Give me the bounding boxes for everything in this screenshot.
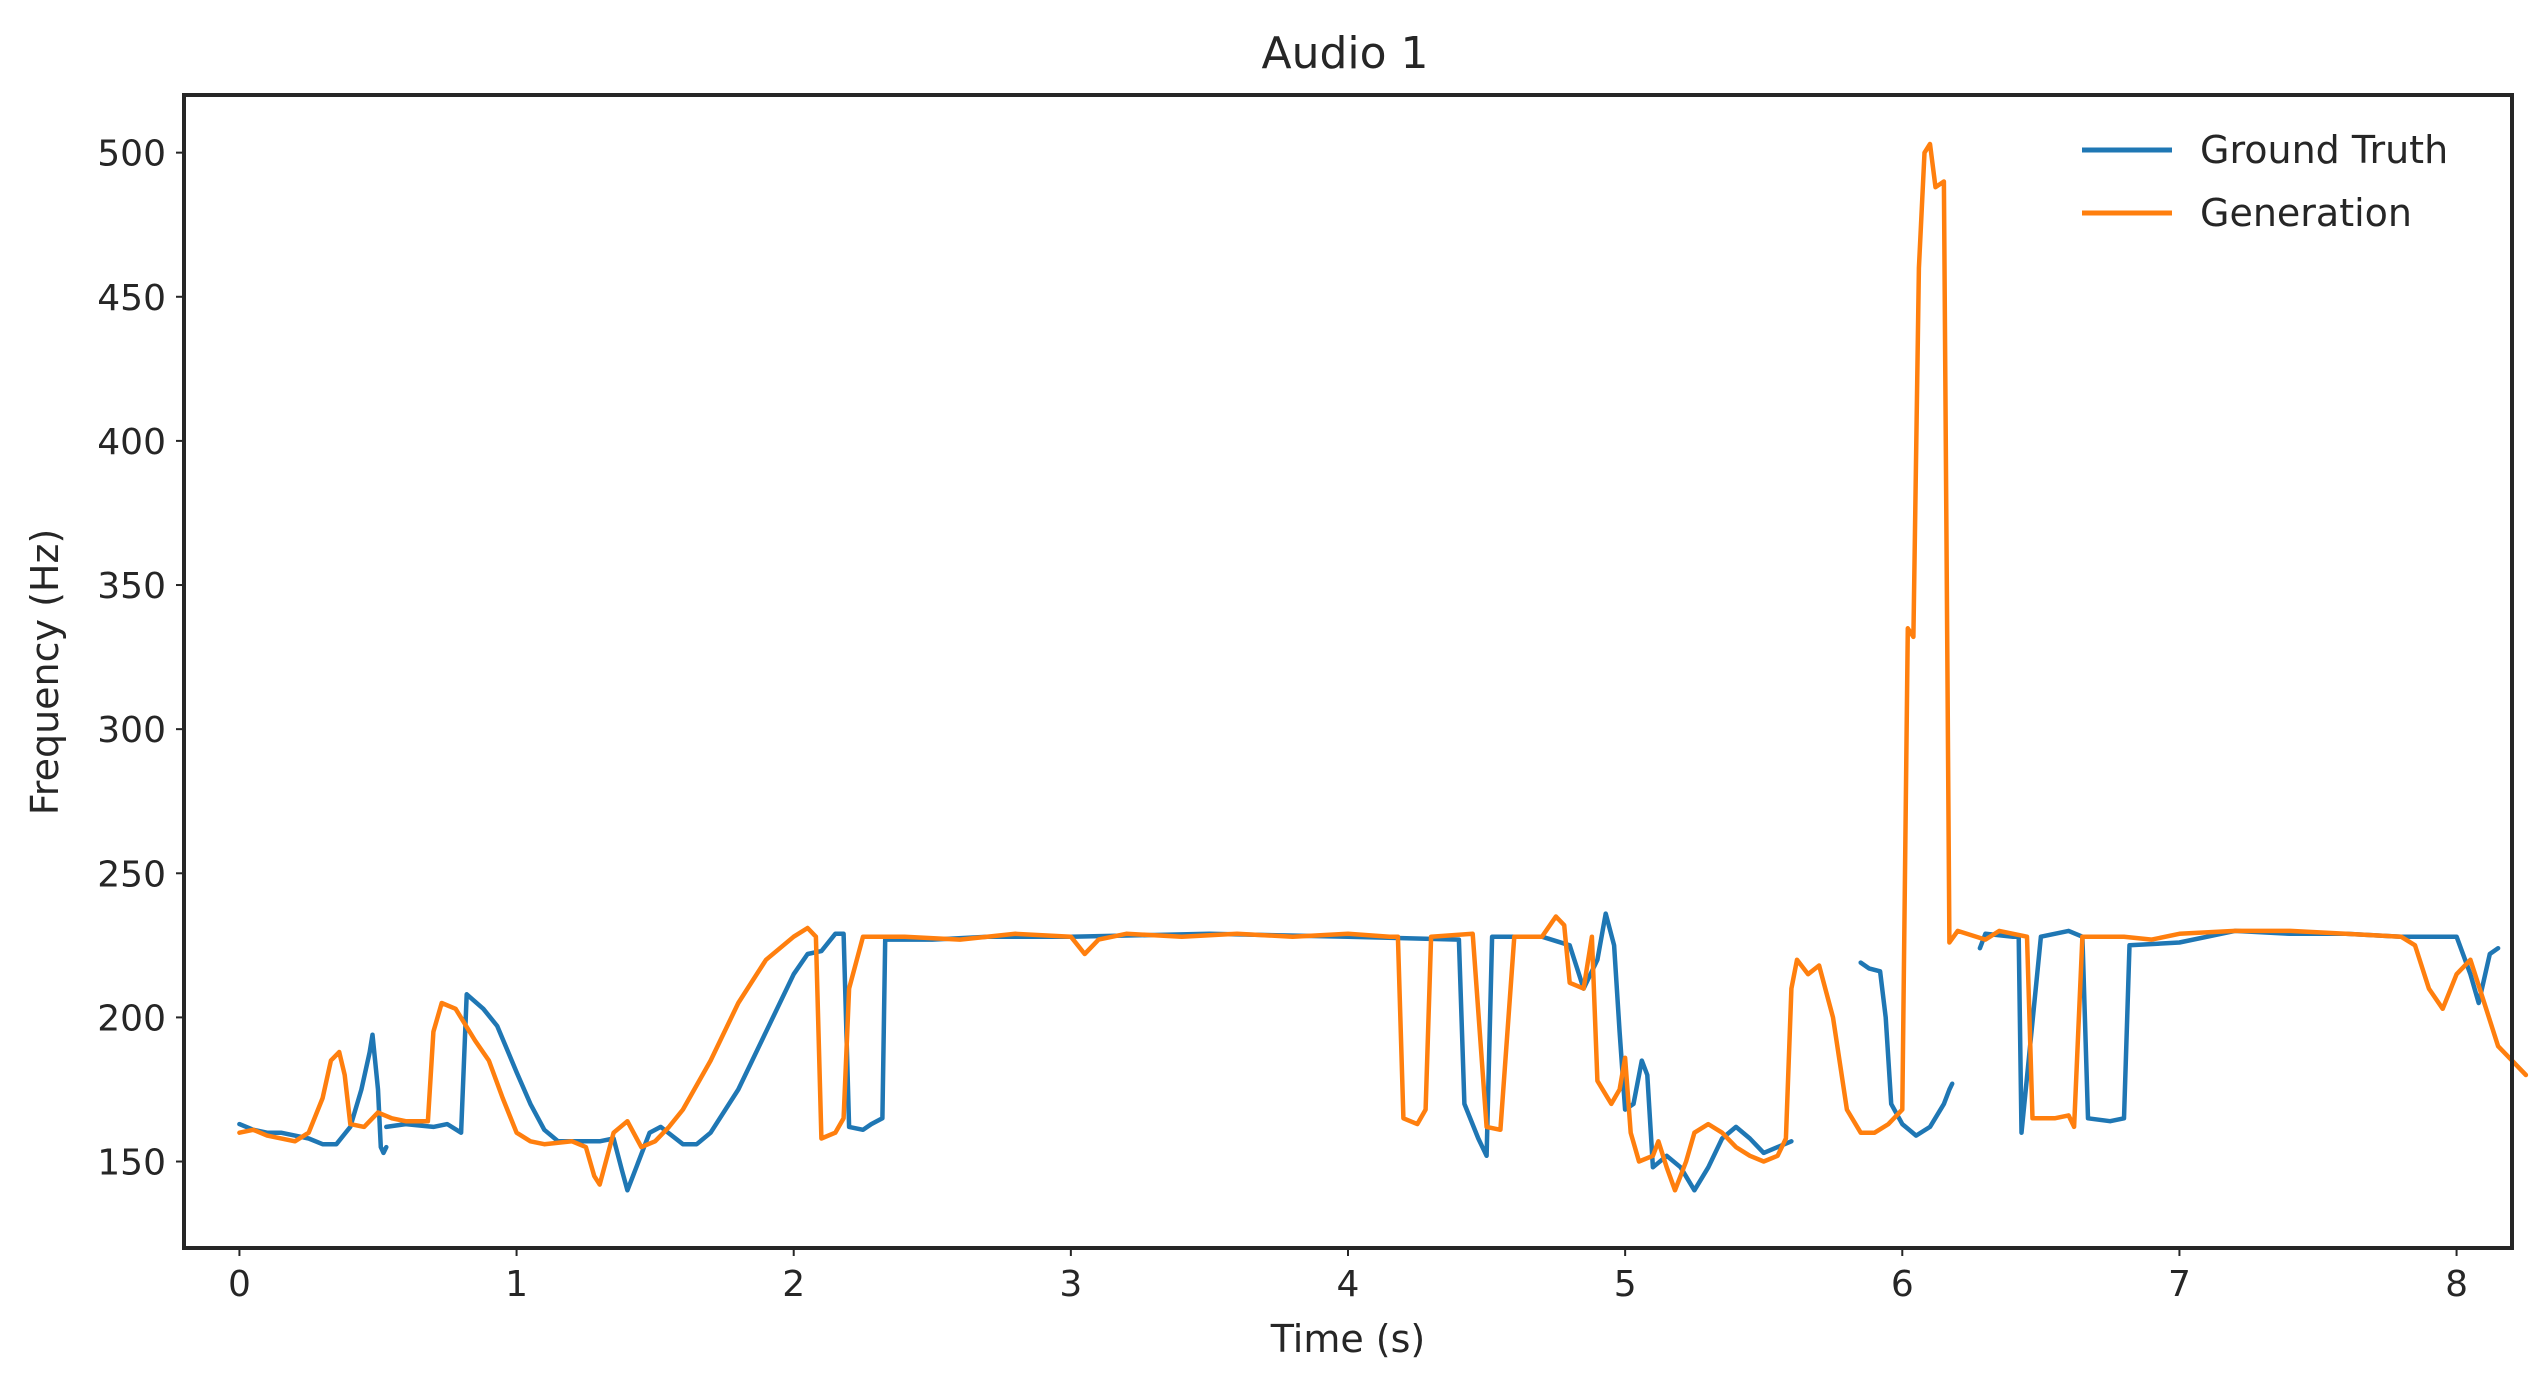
- x-tick-label: 6: [1891, 1264, 1914, 1305]
- series-line-ground-truth-segment-3: [1977, 928, 2501, 1135]
- y-axis: 150 200 250 300 350 400 450 500: [97, 134, 184, 1184]
- x-axis-label: Time (s): [1270, 1317, 1426, 1361]
- plot-frame: [182, 93, 2514, 1250]
- series-line-ground-truth-segment-2: [1858, 960, 1955, 1138]
- plot-lines: [237, 141, 2529, 1193]
- y-axis-label: Frequency (Hz): [23, 529, 67, 816]
- y-tick-label: 200: [97, 998, 166, 1039]
- series-line-ground-truth-segment-0: [237, 1032, 389, 1156]
- x-tick-label: 0: [228, 1264, 251, 1305]
- y-tick-label: 300: [97, 710, 166, 751]
- chart-title: Audio 1: [1261, 28, 1428, 79]
- x-tick-label: 5: [1614, 1264, 1637, 1305]
- x-axis: 0 1 2 3 4 5 6 7 8: [228, 1248, 2468, 1305]
- y-tick-label: 450: [97, 278, 166, 319]
- y-tick-label: 150: [97, 1143, 166, 1184]
- x-tick-label: 3: [1059, 1264, 1082, 1305]
- series-line-ground-truth-segment-1: [384, 911, 1794, 1193]
- y-tick-label: 500: [97, 134, 166, 175]
- series-line-generation-segment-0: [237, 141, 2529, 1193]
- y-tick-label: 250: [97, 854, 166, 895]
- y-tick-label: 350: [97, 566, 166, 607]
- legend: Ground Truth Generation: [2082, 128, 2448, 235]
- y-tick-label: 400: [97, 422, 166, 463]
- x-tick-label: 2: [782, 1264, 805, 1305]
- x-tick-label: 8: [2445, 1264, 2468, 1305]
- x-tick-label: 4: [1337, 1264, 1360, 1305]
- x-tick-label: 1: [505, 1264, 528, 1305]
- legend-label-ground-truth: Ground Truth: [2200, 128, 2448, 172]
- legend-label-generation: Generation: [2200, 191, 2412, 235]
- x-tick-label: 7: [2168, 1264, 2191, 1305]
